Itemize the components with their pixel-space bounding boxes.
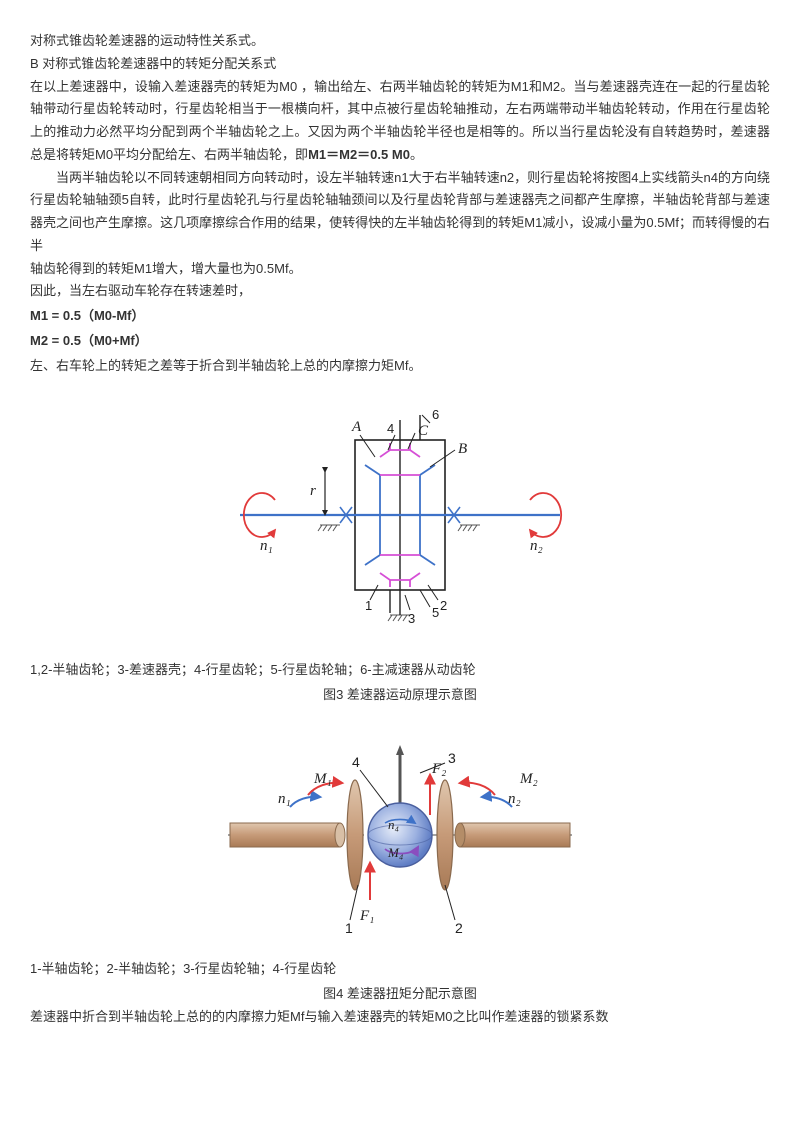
para-diff-speed: 当两半轴齿轮以不同转速朝相同方向转动时，设左半轴转速n1大于右半轴转速n2，则行… [30, 167, 770, 258]
fig3-label-n1: n₁ [260, 538, 273, 554]
fig3-label-r: r [310, 483, 316, 499]
fig4-label-M1: M₁ [313, 771, 332, 787]
fig3-num-1: 1 [365, 598, 372, 613]
inline-formula-m1m2: M1＝M2＝0.5 M0 [308, 147, 410, 162]
fig3-label-B: B [458, 441, 467, 457]
para-diff-mf: 左、右车轮上的转矩之差等于折合到半轴齿轮上总的内摩擦力矩Mf。 [30, 355, 770, 378]
formula-m1: M1 = 0.5（M0-Mf） [30, 305, 770, 328]
fig4-label-F1: F₁ [359, 908, 374, 924]
figure-4: n₁ M₁ n₂ M₂ F₁ F₂ n₄ M₄ 1 2 3 4 [30, 725, 770, 953]
fig3-num-5: 5 [432, 605, 439, 620]
figure-3-svg: A B C r n₁ n₂ 1 2 3 4 5 6 [230, 395, 570, 645]
para-kinematic-char: 对称式锥齿轮差速器的运动特性关系式。 [30, 30, 770, 53]
fig4-num-3: 3 [448, 750, 456, 766]
fig3-label-C: C [418, 423, 429, 439]
para-increase: 轴齿轮得到的转矩M1增大，增大量也为0.5Mf。 [30, 258, 770, 281]
fig4-label-M4: M₄ [387, 845, 404, 860]
fig3-num-3: 3 [408, 611, 415, 626]
heading-b: B 对称式锥齿轮差速器中的转矩分配关系式 [30, 53, 770, 76]
figure-4-parts: 1-半轴齿轮；2-半轴齿轮；3-行星齿轮轴；4-行星齿轮 [30, 958, 770, 981]
fig3-label-A: A [351, 419, 362, 435]
fig3-num-6: 6 [432, 407, 439, 422]
figure-3-title: 图3 差速器运动原理示意图 [30, 684, 770, 707]
para-therefore: 因此，当左右驱动车轮存在转速差时， [30, 280, 770, 303]
para-lock-factor: 差速器中折合到半轴齿轮上总的的内摩擦力矩Mf与输入差速器壳的转矩M0之比叫作差速… [30, 1006, 770, 1029]
fig3-num-2: 2 [440, 598, 447, 613]
figure-3-parts: 1,2-半轴齿轮；3-差速器壳；4-行星齿轮；5-行星齿轮轴；6-主减速器从动齿… [30, 659, 770, 682]
fig4-num-2: 2 [455, 920, 463, 936]
fig3-num-4: 4 [387, 421, 394, 436]
fig4-label-M2: M₂ [519, 771, 538, 787]
figure-3: A B C r n₁ n₂ 1 2 3 4 5 6 [30, 395, 770, 653]
para-torque-intro: 在以上差速器中，设输入差速器壳的转矩为M0 ，输出给左、右两半轴齿轮的转矩为M1… [30, 76, 770, 167]
fig4-label-n1: n₁ [278, 791, 291, 807]
fig4-num-1: 1 [345, 920, 353, 936]
fig4-label-n4: n₄ [388, 817, 400, 832]
fig4-num-4: 4 [352, 754, 360, 770]
fig4-label-F2: F₂ [431, 761, 446, 777]
para-torque-intro-end: 。 [410, 147, 423, 162]
figure-4-title: 图4 差速器扭矩分配示意图 [30, 983, 770, 1006]
figure-4-svg: n₁ M₁ n₂ M₂ F₁ F₂ n₄ M₄ 1 2 3 4 [220, 725, 580, 945]
fig4-label-n2: n₂ [508, 791, 521, 807]
formula-m2: M2 = 0.5（M0+Mf） [30, 330, 770, 353]
fig3-label-n2: n₂ [530, 538, 543, 554]
